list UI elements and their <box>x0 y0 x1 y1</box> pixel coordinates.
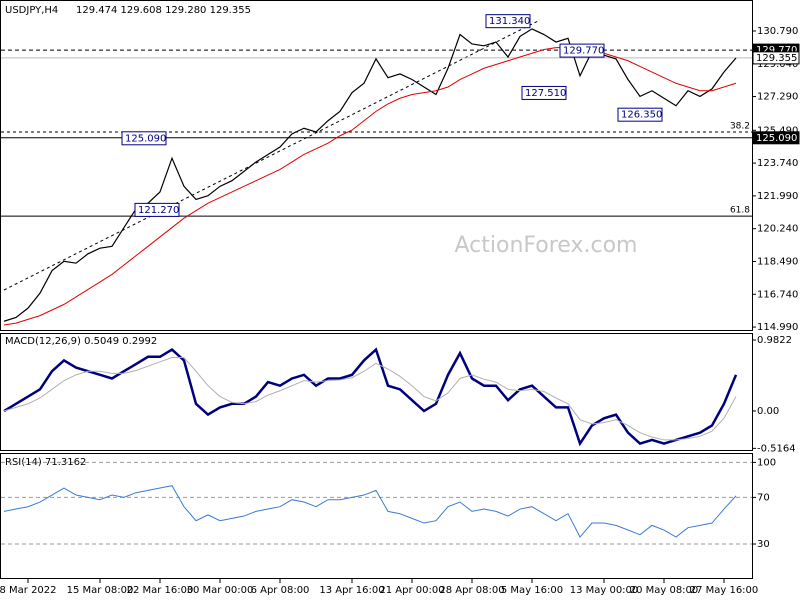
watermark: ActionForex.com <box>455 233 638 258</box>
annotation-box <box>134 202 180 217</box>
price-tag-label: 125.090 <box>756 133 797 144</box>
fib-label: 61.8 <box>730 206 750 216</box>
y-tick-label: 118.490 <box>757 256 798 267</box>
annotation-box <box>121 131 167 146</box>
x-tick-label: 13 May 00:00 <box>570 585 639 596</box>
series-line <box>3 47 737 326</box>
main-panel <box>0 0 753 331</box>
y-tick-label: 120.240 <box>757 224 798 235</box>
x-tick-label: 28 Apr 08:00 <box>439 585 504 596</box>
rsi-panel <box>0 453 753 579</box>
annotation-box <box>485 14 531 29</box>
y-tick-label: 116.740 <box>757 289 798 300</box>
y-tick-label: 100 <box>757 457 776 468</box>
series-line <box>3 28 737 322</box>
x-tick-label: 5 May 16:00 <box>501 585 563 596</box>
x-tick-label: 8 Mar 2022 <box>0 585 57 596</box>
annotation-label: 125.090 <box>125 133 166 144</box>
x-tick-label: 15 Mar 08:00 <box>67 585 134 596</box>
annotation-label: 127.510 <box>525 88 566 99</box>
price-tag <box>752 51 800 65</box>
trend-line <box>3 19 541 291</box>
y-tick-label: 0.9822 <box>757 335 792 346</box>
y-tick-label: -0.5164 <box>757 443 796 454</box>
price-tag-label: 129.770 <box>756 45 797 56</box>
series-line <box>3 357 737 441</box>
annotation-label: 131.340 <box>489 16 530 27</box>
series-line <box>3 485 737 538</box>
macd-panel <box>0 333 753 451</box>
x-tick-label: 22 Mar 16:00 <box>127 585 194 596</box>
price-tag <box>752 131 800 145</box>
x-tick-label: 6 Apr 08:00 <box>251 585 310 596</box>
annotation-box <box>521 85 567 100</box>
series-line <box>3 347 738 447</box>
annotation-box <box>559 43 605 58</box>
x-tick-label: 21 Apr 00:00 <box>379 585 444 596</box>
y-tick-label: 130.790 <box>757 26 798 37</box>
x-tick-label: 20 May 08:00 <box>630 585 699 596</box>
fib-label: 38.2 <box>730 121 750 131</box>
macd-title: MACD(12,26,9) 0.5049 0.2992 <box>5 336 157 347</box>
y-tick-label: 121.990 <box>757 191 798 202</box>
x-tick-label: 27 May 16:00 <box>690 585 759 596</box>
y-tick-label: 123.740 <box>757 158 798 169</box>
x-tick-label: 13 Apr 16:00 <box>319 585 384 596</box>
chart-subtitle: 129.474 129.608 129.280 129.355 <box>76 5 251 16</box>
y-tick-label: 125.490 <box>757 125 798 136</box>
y-tick-label: 0.00 <box>757 406 779 417</box>
y-tick-label: 127.290 <box>757 92 798 103</box>
y-tick-label: 70 <box>757 492 770 503</box>
y-tick-label: 114.990 <box>757 322 798 333</box>
chart-title: USDJPY,H4 <box>5 5 58 16</box>
x-tick-label: 30 Mar 00:00 <box>187 585 254 596</box>
annotation-label: 126.350 <box>621 110 662 121</box>
annotation-label: 129.770 <box>563 46 604 57</box>
price-tag-label: 129.355 <box>756 53 797 64</box>
y-tick-label: 30 <box>757 539 770 550</box>
annotation-box <box>617 107 663 122</box>
annotation-label: 121.270 <box>138 205 179 216</box>
